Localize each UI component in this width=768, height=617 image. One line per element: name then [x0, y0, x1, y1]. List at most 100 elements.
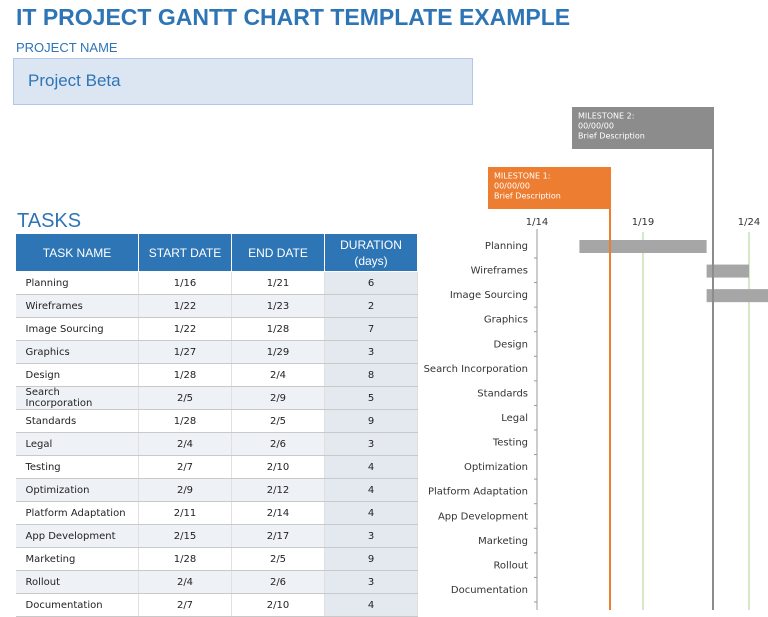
table-cell: 1/28 — [138, 409, 232, 433]
column-header: TASK NAME — [15, 233, 139, 272]
milestone-date: 00/00/00 — [494, 182, 530, 191]
milestone-description: Brief Description — [494, 192, 561, 201]
table-cell: 2/11 — [138, 501, 232, 525]
task-label: Standards — [477, 388, 528, 399]
table-cell: Platform Adaptation — [15, 501, 139, 525]
milestone-title: MILESTONE 2: — [578, 112, 634, 121]
table-cell: Image Sourcing — [15, 317, 139, 341]
table-cell: 1/28 — [138, 363, 232, 387]
table-cell: Rollout — [15, 570, 139, 594]
table-cell: 1/22 — [138, 294, 232, 318]
table-cell: 2/5 — [138, 386, 232, 410]
table-cell: 2 — [324, 294, 418, 318]
task-label: Legal — [501, 413, 528, 424]
task-label: Wireframes — [471, 266, 528, 277]
table-cell: 2/4 — [138, 432, 232, 456]
table-cell: 3 — [324, 432, 418, 456]
table-row: Legal 2/4 2/6 3 — [15, 432, 418, 456]
table-row: Design 1/28 2/4 8 — [15, 363, 418, 387]
milestone-title: MILESTONE 1: — [494, 172, 550, 181]
task-label: Marketing — [478, 536, 528, 547]
x-tick-label: 1/19 — [632, 217, 654, 228]
table-cell: 9 — [324, 409, 418, 433]
task-label: Image Sourcing — [450, 290, 528, 301]
table-row: Search Incorporation 2/5 2/9 5 — [15, 386, 418, 410]
project-name: Project Beta — [28, 71, 121, 90]
table-row: Image Sourcing 1/22 1/28 7 — [15, 317, 418, 341]
table-cell: 9 — [324, 547, 418, 571]
milestone-box — [572, 107, 713, 149]
table-cell: 3 — [324, 524, 418, 548]
table-cell: 2/4 — [138, 570, 232, 594]
table-cell: 2/14 — [231, 501, 325, 525]
table-cell: Optimization — [15, 478, 139, 502]
column-header: START DATE — [138, 233, 232, 272]
table-cell: 2/6 — [231, 432, 325, 456]
table-row: Marketing 1/28 2/5 9 — [15, 547, 418, 571]
table-row: Standards 1/28 2/5 9 — [15, 409, 418, 433]
table-cell: 2/5 — [231, 409, 325, 433]
table-cell: Search Incorporation — [15, 386, 139, 410]
table-cell: 4 — [324, 478, 418, 502]
table-cell: Marketing — [15, 547, 139, 571]
page-title: IT PROJECT GANTT CHART TEMPLATE EXAMPLE — [16, 4, 571, 30]
table-cell: 2/15 — [138, 524, 232, 548]
table-row: Platform Adaptation 2/11 2/14 4 — [15, 501, 418, 525]
table-row: Planning 1/16 1/21 6 — [15, 271, 418, 295]
table-cell: 1/22 — [138, 317, 232, 341]
table-row: Graphics 1/27 1/29 3 — [15, 340, 418, 364]
table-cell: 8 — [324, 363, 418, 387]
table-cell: 1/23 — [231, 294, 325, 318]
table-cell: Legal — [15, 432, 139, 456]
task-label: Rollout — [493, 560, 528, 571]
table-cell: App Development — [15, 524, 139, 548]
table-cell: 1/16 — [138, 271, 232, 295]
table-cell: 5 — [324, 386, 418, 410]
table-cell: 2/9 — [231, 386, 325, 410]
table-cell: 7 — [324, 317, 418, 341]
table-cell: Testing — [15, 455, 139, 479]
table-cell: 2/5 — [231, 547, 325, 571]
task-label: Documentation — [451, 585, 528, 596]
task-label: Testing — [492, 438, 528, 449]
task-label: Optimization — [464, 462, 528, 473]
table-cell: Planning — [15, 271, 139, 295]
milestone-date: 00/00/00 — [578, 122, 614, 131]
table-cell: 1/29 — [231, 340, 325, 364]
table-cell: Standards — [15, 409, 139, 433]
column-header: END DATE — [231, 233, 325, 272]
task-bar — [706, 264, 749, 278]
table-cell: Design — [15, 363, 139, 387]
table-cell: 3 — [324, 570, 418, 594]
project-label: PROJECT NAME — [16, 40, 118, 55]
table-cell: 1/28 — [231, 317, 325, 341]
x-tick-label: 1/24 — [738, 217, 760, 228]
table-cell: 6 — [324, 271, 418, 295]
tasks-label: TASKS — [17, 210, 82, 232]
table-cell: 2/12 — [231, 478, 325, 502]
table-cell: 4 — [324, 501, 418, 525]
task-bar — [706, 289, 768, 303]
table-cell: 2/6 — [231, 570, 325, 594]
task-label: Platform Adaptation — [428, 487, 528, 498]
table-cell: 2/17 — [231, 524, 325, 548]
table-cell: 2/7 — [138, 455, 232, 479]
table-row: Rollout 2/4 2/6 3 — [15, 570, 418, 594]
table-row: Optimization 2/9 2/12 4 — [15, 478, 418, 502]
table-cell: 1/27 — [138, 340, 232, 364]
task-table: TASK NAME START DATE END DATE DURATION (day… — [15, 233, 418, 617]
task-label: App Development — [438, 511, 528, 522]
table-cell: 2/10 — [231, 455, 325, 479]
table-cell: 4 — [324, 455, 418, 479]
table-cell: Graphics — [15, 340, 139, 364]
x-tick-label: 1/14 — [526, 217, 548, 228]
table-row: App Development 2/15 2/17 3 — [15, 524, 418, 548]
project-box: Project Beta — [13, 58, 473, 105]
header-row: TASK NAME START DATE END DATE DURATION (day… — [15, 233, 418, 272]
table-cell: 1/28 — [138, 547, 232, 571]
table-cell: 2/9 — [138, 478, 232, 502]
milestone-description: Brief Description — [578, 132, 645, 141]
task-label: Search Incorporation — [424, 364, 528, 375]
